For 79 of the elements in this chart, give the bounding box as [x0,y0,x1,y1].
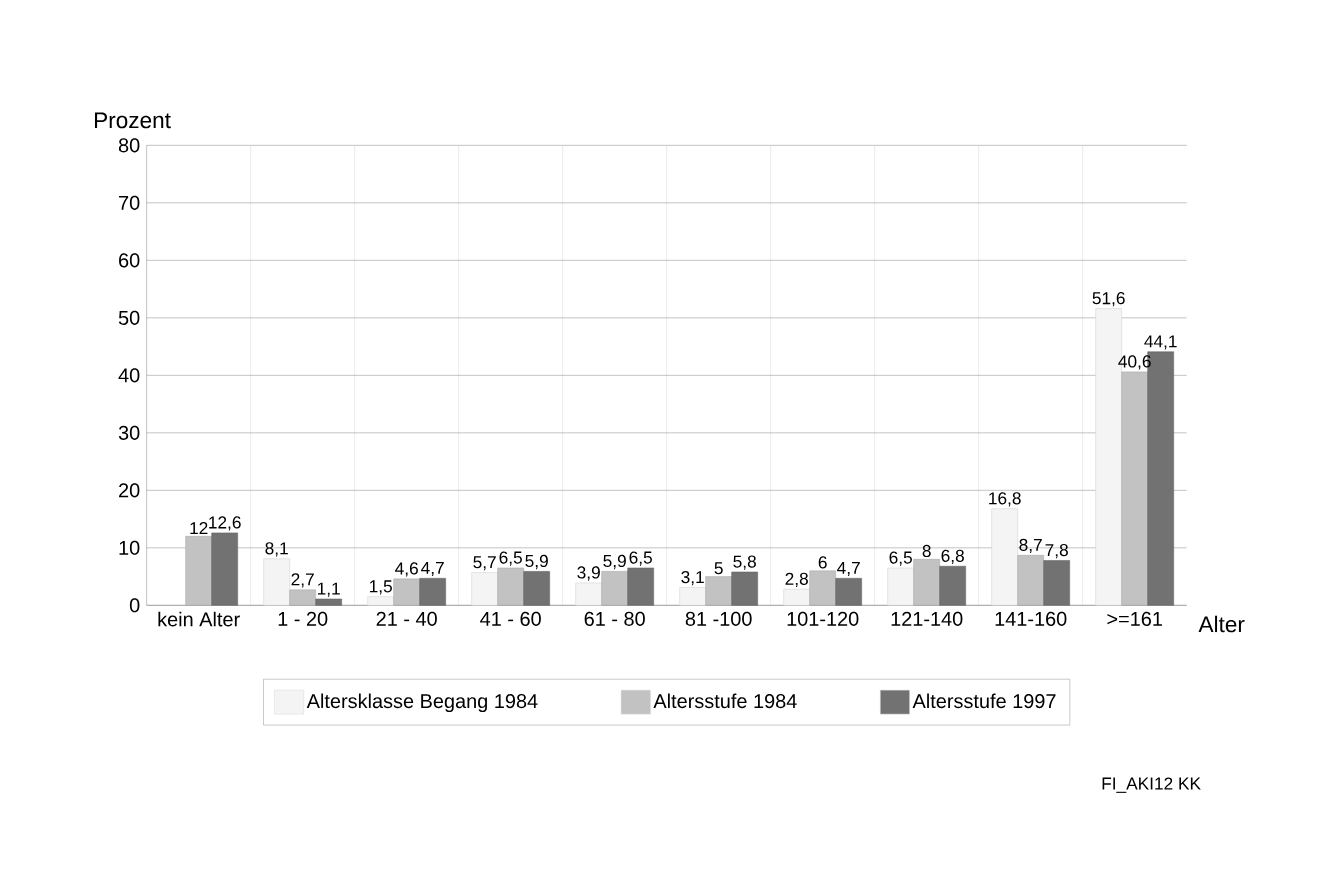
data-label: 16,8 [989,492,1021,507]
data-label: 51,6 [1092,291,1125,307]
bar [497,567,524,606]
x-axis-title: Alter [1198,615,1245,633]
data-label: 5,9 [603,554,626,569]
bar [393,578,420,606]
y-tick-label: 20 [119,483,140,498]
bar [315,598,342,606]
data-label: 44,1 [1144,335,1177,350]
x-tick-label: 101-120 [787,611,859,626]
bar [991,508,1018,606]
legend-label: Altersklasse Begang 1984 [306,693,538,712]
bar [679,587,706,606]
bar [419,577,446,606]
data-label: 5,9 [525,554,548,569]
data-label: 8,1 [265,542,288,557]
x-tick-label: 41 - 60 [480,611,541,626]
data-label: 3,1 [681,570,704,586]
bar [939,565,966,606]
bar [471,572,498,606]
legend-label: Altersstufe 1984 [653,693,797,708]
bar [705,576,732,606]
bar [809,570,836,606]
bar [783,588,810,606]
y-axis-title: Prozent [94,112,171,129]
bar [575,582,602,606]
legend-label: Altersstufe 1997 [912,693,1056,708]
bar [731,571,758,606]
bar [913,558,940,606]
bar [835,577,862,606]
data-label: 6,5 [889,551,912,566]
data-label: 12,6 [209,516,241,531]
data-label: 5,8 [733,555,756,570]
bar [601,570,628,606]
x-tick-label: 1 - 20 [278,611,328,626]
data-label: 2,7 [291,573,314,588]
data-label: 1,1 [317,582,340,597]
x-tick-label: 81 -100 [685,611,752,626]
x-tick-label: kein Alter [158,611,240,627]
bar [263,558,290,606]
bar [1017,554,1044,606]
data-label: 2,8 [785,572,808,587]
data-label: 6,5 [499,551,522,566]
data-label: 5 [714,562,723,575]
data-label: 8,7 [1019,538,1042,553]
data-label: 4,7 [837,561,860,576]
x-tick-label: 61 - 80 [584,611,645,626]
data-label: 4,6 [395,562,418,577]
data-label: 6,5 [629,551,652,566]
x-tick-label: 121-140 [891,611,963,626]
x-tick-label: 141-160 [995,611,1067,626]
data-label: 5,7 [473,556,496,571]
data-label: 6 [818,556,827,569]
y-tick-label: 50 [118,310,140,325]
y-tick-label: 80 [118,138,140,153]
data-label: 3,9 [577,566,600,581]
x-tick-label: >=161 [1107,611,1162,626]
y-tick-label: 30 [118,425,140,440]
y-tick-label: 0 [129,598,140,613]
y-tick-label: 40 [118,368,140,383]
y-tick-label: 70 [119,195,140,210]
bar [1043,560,1070,606]
bar [887,567,914,606]
bar [211,532,238,606]
bar [289,589,316,606]
x-tick-label: 21 - 40 [376,611,437,626]
bar [1121,371,1148,606]
y-tick-label: 10 [119,540,140,555]
data-label: 7,8 [1045,543,1068,559]
bar [367,596,394,606]
data-label: 4,7 [421,561,444,576]
bar [627,567,654,606]
data-label: 1,5 [369,580,392,595]
data-label: 12 [190,521,208,534]
data-label: 6,8 [941,549,964,564]
data-label: 8 [922,544,931,557]
text: FI_AKI12 KK [1102,777,1201,793]
bar [523,570,550,606]
y-tick-label: 60 [119,253,140,268]
